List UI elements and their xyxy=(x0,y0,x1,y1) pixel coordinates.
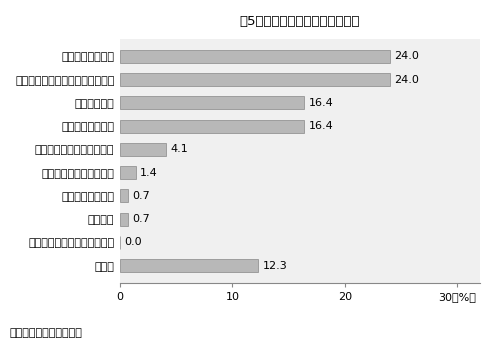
Bar xyxy=(120,120,304,133)
Text: （出所）広州日本商工会: （出所）広州日本商工会 xyxy=(10,328,83,338)
Bar xyxy=(120,190,128,202)
Bar xyxy=(120,97,304,109)
Title: 図5　経営上の問題点（その他）: 図5 経営上の問題点（その他） xyxy=(240,15,360,28)
Text: 4.1: 4.1 xyxy=(171,144,188,154)
Bar xyxy=(120,143,166,156)
Text: 24.0: 24.0 xyxy=(395,51,419,61)
Text: 0.7: 0.7 xyxy=(132,214,150,224)
Text: 16.4: 16.4 xyxy=(309,98,334,108)
Bar xyxy=(120,50,390,63)
Bar xyxy=(120,259,258,272)
Text: 1.4: 1.4 xyxy=(140,168,158,178)
Bar xyxy=(120,166,136,179)
Text: 16.4: 16.4 xyxy=(309,121,334,131)
Bar xyxy=(120,73,390,86)
Text: 0.7: 0.7 xyxy=(132,191,150,201)
Text: 24.0: 24.0 xyxy=(395,75,419,85)
Bar xyxy=(120,213,128,225)
Text: 0.0: 0.0 xyxy=(124,237,142,247)
Text: 12.3: 12.3 xyxy=(263,261,288,271)
